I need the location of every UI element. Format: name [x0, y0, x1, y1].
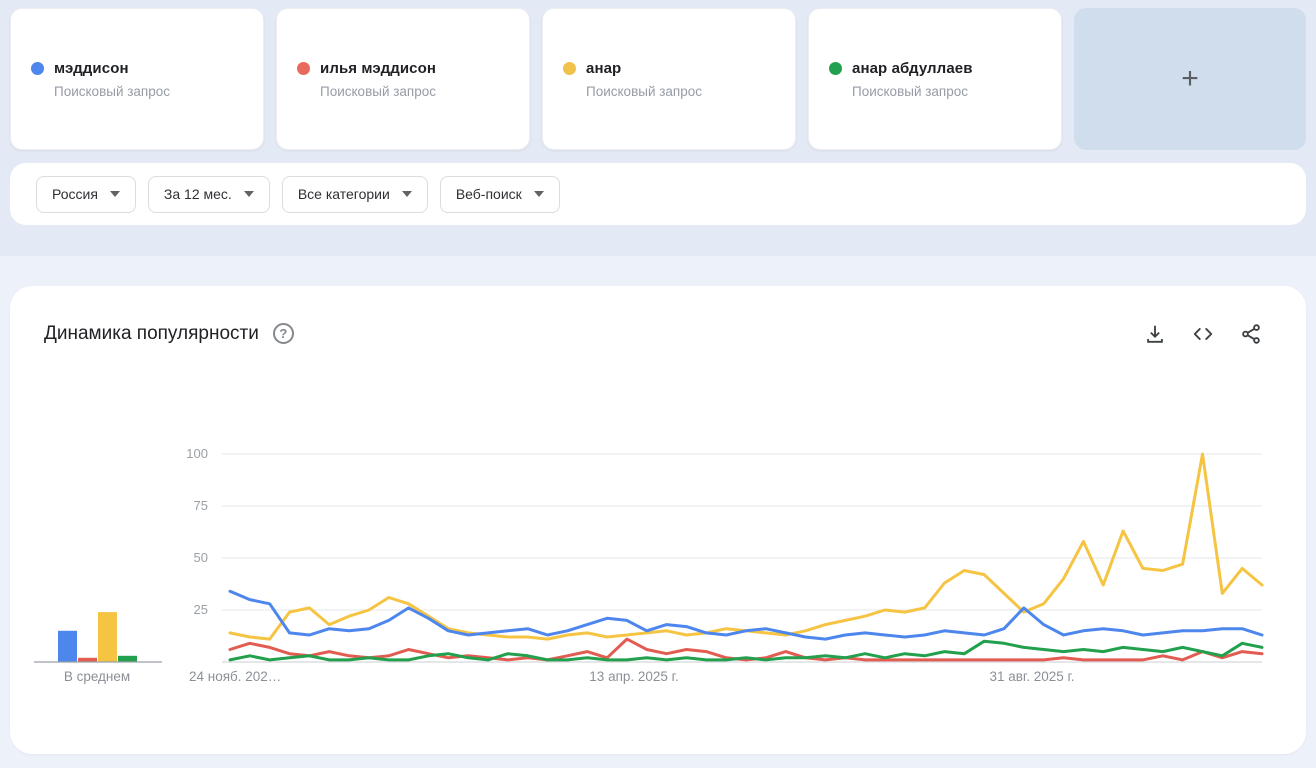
series-lines — [228, 452, 1264, 662]
share-icon[interactable] — [1240, 323, 1262, 345]
term-type-label: Поисковый запрос — [586, 83, 703, 99]
filter-region-value: Россия — [52, 186, 98, 202]
term-card-ilya-maddison[interactable]: илья мэддисон Поисковый запрос — [276, 8, 530, 150]
main-content: Динамика популярности ? — [0, 256, 1316, 754]
filter-search-type-value: Веб-поиск — [455, 186, 522, 202]
term-label: илья мэддисон — [320, 59, 437, 77]
average-bars — [58, 612, 137, 662]
svg-text:100: 100 — [186, 446, 208, 461]
term-type-label: Поисковый запрос — [54, 83, 171, 99]
term-card-anar[interactable]: анар Поисковый запрос — [542, 8, 796, 150]
trends-chart-svg: 100 75 50 25 В среднем 24 нояб. 202… 13 … — [34, 446, 1264, 684]
trends-chart[interactable]: 100 75 50 25 В среднем 24 нояб. 202… 13 … — [10, 381, 1306, 701]
svg-text:50: 50 — [194, 550, 208, 565]
svg-text:31 авг. 2025 г.: 31 авг. 2025 г. — [989, 669, 1074, 684]
svg-text:В среднем: В среднем — [64, 669, 130, 684]
term-label: мэддисон — [54, 59, 129, 77]
term-card-anar-abdullaev[interactable]: анар абдуллаев Поисковый запрос — [808, 8, 1062, 150]
term-label: анар абдуллаев — [852, 59, 973, 77]
help-icon[interactable]: ? — [272, 323, 294, 344]
plus-icon: + — [1181, 62, 1199, 95]
series-line-илья мэддисон — [228, 637, 1264, 662]
filter-search-type[interactable]: Веб-поиск — [439, 175, 560, 213]
y-axis-labels: 100 75 50 25 — [186, 446, 208, 617]
term-color-dot — [829, 61, 842, 75]
embed-icon[interactable] — [1191, 323, 1215, 345]
filter-category-value: Все категории — [297, 186, 390, 202]
term-label: анар — [586, 59, 622, 77]
term-type-label: Поисковый запрос — [320, 83, 437, 99]
add-term-button[interactable]: + — [1074, 8, 1306, 150]
svg-text:25: 25 — [194, 602, 208, 617]
query-section: мэддисон Поисковый запрос илья мэддисон … — [0, 0, 1316, 256]
term-color-dot — [297, 61, 310, 75]
chevron-down-icon — [533, 191, 544, 197]
chevron-down-icon — [243, 191, 254, 197]
series-line-мэддисон — [228, 589, 1264, 641]
term-card-maddison[interactable]: мэддисон Поисковый запрос — [10, 8, 264, 150]
filter-time-range[interactable]: За 12 мес. — [147, 175, 270, 213]
filter-bar: Россия За 12 мес. Все категории Веб-поис… — [10, 163, 1306, 225]
term-type-label: Поисковый запрос — [852, 83, 969, 99]
term-color-dot — [31, 61, 44, 75]
term-cards-row: мэддисон Поисковый запрос илья мэддисон … — [10, 8, 1306, 150]
chevron-down-icon — [401, 191, 412, 197]
x-axis-labels: В среднем 24 нояб. 202… 13 апр. 2025 г. … — [64, 669, 1075, 684]
filter-category[interactable]: Все категории — [281, 175, 428, 213]
interest-over-time-card: Динамика популярности ? — [10, 286, 1306, 754]
chart-header: Динамика популярности ? — [10, 286, 1306, 351]
chart-title: Динамика популярности — [44, 322, 259, 344]
chart-gridlines — [222, 453, 1262, 663]
series-line-анар — [228, 452, 1264, 641]
filter-time-range-value: За 12 мес. — [163, 186, 232, 202]
svg-text:13 апр. 2025 г.: 13 апр. 2025 г. — [589, 669, 678, 684]
chevron-down-icon — [109, 191, 120, 197]
download-icon[interactable] — [1144, 323, 1166, 345]
svg-text:75: 75 — [194, 498, 208, 513]
filter-region[interactable]: Россия — [36, 175, 136, 213]
svg-text:24 нояб. 202…: 24 нояб. 202… — [189, 669, 281, 684]
term-color-dot — [563, 61, 576, 75]
series-line-анар абдуллаев — [228, 639, 1264, 662]
chart-actions — [1144, 323, 1262, 345]
